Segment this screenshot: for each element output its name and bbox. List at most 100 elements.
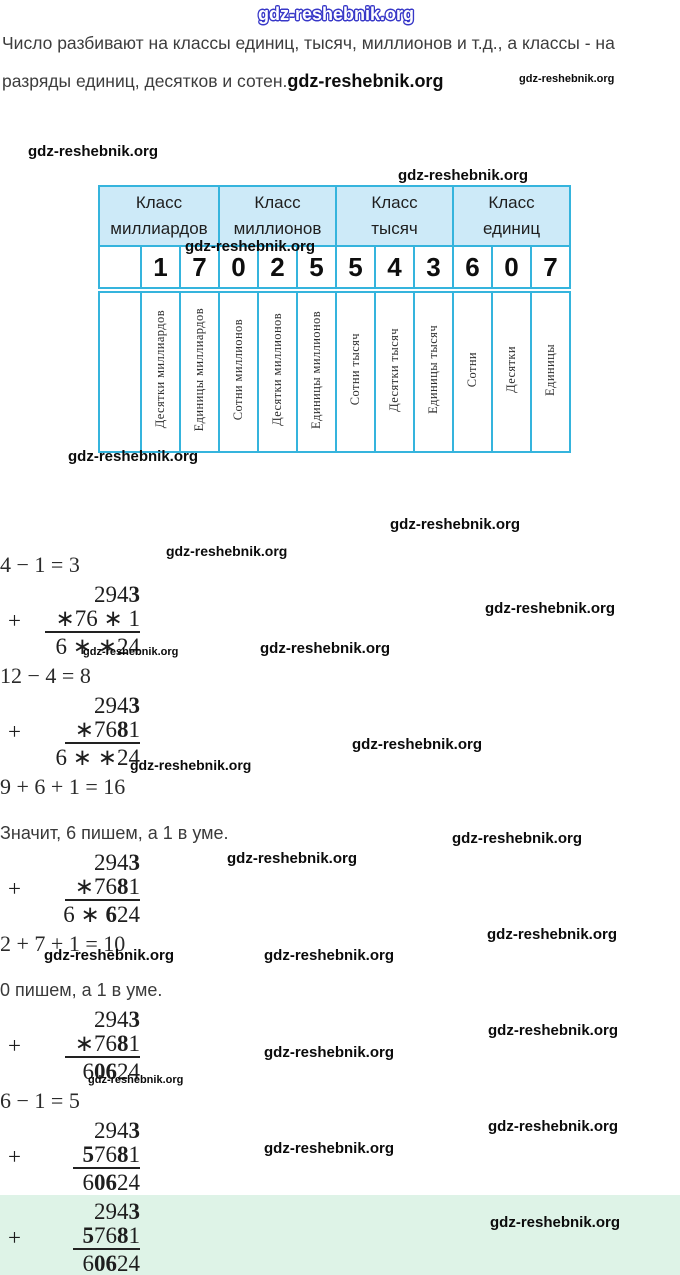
digit-text: 1 [128,1223,141,1248]
digit-text: 294 [94,1007,129,1032]
computed-digit: 3 [128,582,141,607]
place-labels-row: Десятки миллиардов Единицы миллиардов Сотн… [98,287,571,453]
digit-cell: 0 [491,245,532,291]
class-header-text: Класс [254,193,301,212]
place-label-text: Единицы [543,343,557,396]
number-value: 2943 [36,1118,140,1143]
place-label-text: Единицы тысяч [426,325,440,414]
digit-cell [98,245,142,291]
site-watermark: gdz-reshebnik.org [260,640,391,657]
computed-digit: 8 [117,1223,129,1248]
plus-sign: + [8,719,21,744]
addend-bottom-row: + ∗7681 [8,1031,168,1058]
class-header-text: Класс [488,193,535,212]
number-value: ∗7681 [36,717,140,744]
site-watermark: gdz-reshebnik.org [130,757,252,773]
sum-result-row: 6 ∗ ∗24 [8,633,168,659]
number-value: 57681 [36,1223,140,1250]
digit-text: 294 [94,1118,129,1143]
class-header-cell: Класс тысяч [335,185,454,247]
addend-bottom-row: +57681 [8,1223,168,1250]
place-label-cell: Сотни [452,287,493,453]
place-label-cell: Десятки тысяч [374,287,415,453]
site-watermark: gdz-reshebnik.org [185,238,316,255]
class-header-cell: Класс миллиардов [98,185,220,247]
underlined-addend: 57681 [72,1223,141,1250]
equation-line: 2 + 7 + 1 = 10 [0,931,126,956]
site-watermark: gdz-reshebnik.org [488,1118,619,1135]
final-answer-addition: 2943 +57681 60624 [0,1198,168,1275]
underlined-addend: ∗7681 [64,1031,140,1058]
site-watermark: gdz-reshebnik.org [488,1022,619,1039]
digit-text: ∗76 [74,874,117,899]
addend-top-row: 2943 [8,692,168,718]
site-watermark: gdz-reshebnik.org [68,448,199,465]
digit-text: ∗76 [74,717,117,742]
number-value: 2943 [36,693,140,718]
computed-digit: 8 [117,1142,129,1167]
digit-text: 294 [94,850,129,875]
carry-note: 0 пишем, а 1 в уме. [0,980,163,1000]
sum-result-row: 6 ∗ ∗24 [8,744,168,770]
plus-sign: + [8,1225,21,1250]
digit-text: 6 [82,1251,95,1275]
site-watermark: gdz-reshebnik.org [258,4,415,24]
intro-line-2-text: разряды единиц, десятков и сотен. [2,71,288,91]
digit-text: 1 [128,874,141,899]
digit-cell: 2 [257,245,298,291]
digit-text: 1 [128,1142,141,1167]
computed-digit: 3 [128,1199,141,1224]
place-label-cell: Сотни миллионов [218,287,259,453]
place-label-text: Единицы миллионов [309,310,323,429]
place-label-text: Десятки миллионов [270,313,284,426]
plus-sign: + [8,876,21,901]
number-value: 60624 [36,1251,141,1275]
column-addition: 2943 + ∗7681 6 ∗ 624 [0,849,168,927]
addend-top-row: 2943 [8,581,168,607]
underlined-addend: ∗76 ∗ 1 [45,606,140,633]
equation-line: 12 − 4 = 8 [0,663,91,688]
place-label-cell: Сотни тысяч [335,287,376,453]
digit-text: 24 [117,1170,140,1195]
addend-top-row: 2943 [8,849,168,875]
digit-text: 76 [94,1223,117,1248]
number-value: ∗76 ∗ 1 [36,606,140,633]
site-watermark: gdz-reshebnik.org [390,516,521,533]
digit-cell: 3 [413,245,454,291]
site-watermark: gdz-reshebnik.org [487,926,618,943]
digit-cell: 4 [374,245,415,291]
place-label-text: Десятки [504,346,518,393]
digit-text: 294 [94,582,129,607]
class-header-row: Класс миллиардов Класс миллионов Класс тысяч К… [98,185,571,247]
place-label-cell: Единицы тысяч [413,287,454,453]
site-watermark: gdz-reshebnik.org [264,1044,395,1061]
computed-digit: 06 [94,1059,117,1084]
sum-result-row: 60624 [8,1058,168,1084]
place-label-cell: Десятки миллиардов [140,287,181,453]
site-watermark: gdz-reshebnik.org [83,646,179,658]
number-value: 6 ∗ ∗24 [36,634,140,659]
computed-digit: 3 [128,693,141,718]
place-label-cell: Единицы миллионов [296,287,337,453]
underlined-addend: ∗7681 [64,717,140,744]
site-watermark: gdz-reshebnik.org [264,1140,395,1157]
digit-text: 294 [94,693,129,718]
addend-top-row: 2943 [8,1006,168,1032]
digit-text: ∗76 [74,1031,117,1056]
column-addition: 2943 + ∗76 ∗ 1 6 ∗ ∗24 [0,581,168,659]
site-watermark: gdz-reshebnik.org [287,71,444,91]
digit-text: 24 [117,1059,140,1084]
intro-line-1: Число разбивают на классы единиц, тысяч,… [2,33,615,53]
final-answer-highlight: 2943 +57681 60624 [0,1195,680,1275]
column-addition: 2943 +57681 60624 [0,1117,168,1195]
addend-top-row: 2943 [8,1198,168,1224]
plus-sign: + [8,1144,21,1169]
column-addition: 2943 + ∗7681 6 ∗ ∗24 [0,692,168,770]
intro-line-2: разряды единиц, десятков и сотен.gdz-res… [2,62,678,100]
number-value: 57681 [36,1142,140,1169]
digit-cell: 5 [335,245,376,291]
number-value: 2943 [36,1007,140,1032]
equation-line: 4 − 1 = 3 [0,552,80,577]
number-value: 6 ∗ 624 [36,902,140,927]
